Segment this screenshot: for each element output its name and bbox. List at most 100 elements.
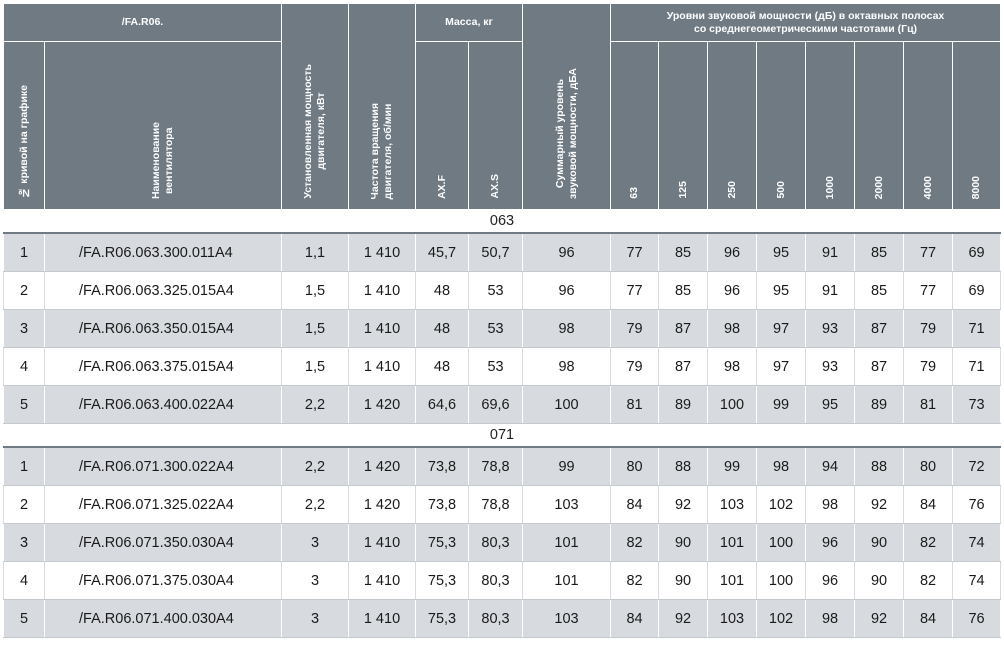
speed-cell: 1 420 [348,385,416,424]
octave-level-cell-8000: 69 [952,271,1002,310]
octave-level-cell-125: 85 [658,271,709,310]
octave-level-cell-500: 98 [756,446,807,486]
total-sound-cell: 100 [522,385,612,424]
total-sound-cell: 96 [522,271,612,310]
mass-axs-cell: 53 [467,347,524,386]
octave-level-cell-8000: 73 [952,385,1002,424]
total-sound-cell: 101 [522,561,612,600]
curve-number-cell: 2 [3,485,45,524]
octave-level-cell-2000: 92 [854,485,905,524]
freq-header-8000: 8000 [952,41,1002,210]
octave-level-cell-4000: 82 [903,561,954,600]
octave-level-cell-1000: 96 [805,561,856,600]
group-row: 063 [2,209,1002,234]
octave-level-cell-250: 96 [707,232,758,272]
mass-axs-cell: 69,6 [467,385,524,424]
octave-level-cell-500: 100 [756,523,807,562]
mass-axf-cell: 48 [415,309,469,348]
mass-axf-header: AX.F [415,41,469,210]
octave-level-cell-8000: 71 [952,309,1002,348]
mass-axs-cell: 53 [467,271,524,310]
octave-level-cell-63: 82 [610,523,660,562]
octave-level-cell-8000: 74 [952,561,1002,600]
table-row: 4/FA.R06.071.375.030A4 3 1 410 75,3 80,3 101 8… [3,561,1002,600]
octave-level-cell-4000: 84 [903,485,954,524]
freq-header-125: 125 [658,41,709,210]
octave-level-cell-250: 101 [707,561,758,600]
mass-axf-cell: 64,6 [415,385,469,424]
octave-level-cell-2000: 90 [854,523,905,562]
curve-number-cell: 2 [3,271,45,310]
fan-name-cell: /FA.R06.071.400.030A4 [44,599,282,638]
freq-header-250: 250 [707,41,758,210]
total-sound-cell: 99 [522,446,612,486]
octave-level-cell-250: 99 [707,446,758,486]
table-row: 4/FA.R06.063.375.015A4 1,5 1 410 48 53 98 79 87… [3,347,1002,386]
fan-spec-table: /FA.R06. Установленная мощность двигател… [2,3,1002,638]
octave-level-cell-250: 96 [707,271,758,310]
fan-name-header: Наименование вентилятора [44,41,282,210]
octave-level-cell-2000: 85 [854,232,905,272]
mass-axs-cell: 78,8 [467,446,524,486]
mass-axf-cell: 45,7 [415,232,469,272]
octave-level-cell-2000: 88 [854,446,905,486]
speed-cell: 1 410 [348,347,416,386]
power-header: Установленная мощность двигателя, кВт [281,3,349,210]
mass-axf-cell: 75,3 [415,523,469,562]
octave-level-cell-500: 97 [756,309,807,348]
speed-cell: 1 410 [348,271,416,310]
total-sound-cell: 98 [522,309,612,348]
table-header: /FA.R06. Установленная мощность двигател… [3,3,1002,210]
octave-level-cell-500: 95 [756,271,807,310]
octave-level-cell-500: 100 [756,561,807,600]
octave-level-cell-2000: 90 [854,561,905,600]
speed-cell: 1 410 [348,561,416,600]
octave-level-cell-1000: 95 [805,385,856,424]
fan-name-cell: /FA.R06.063.400.022A4 [44,385,282,424]
octave-level-cell-125: 92 [658,485,709,524]
table-row: 1/FA.R06.071.300.022A4 2,2 1 420 73,8 78,8 99… [3,446,1002,486]
curve-number-cell: 3 [3,523,45,562]
octave-level-cell-2000: 92 [854,599,905,638]
series-title: /FA.R06. [3,3,282,42]
octave-level-cell-4000: 84 [903,599,954,638]
curve-number-cell: 5 [3,385,45,424]
octave-level-cell-1000: 98 [805,485,856,524]
total-sound-cell: 103 [522,599,612,638]
total-sound-cell: 98 [522,347,612,386]
octave-level-cell-63: 79 [610,347,660,386]
octave-level-cell-250: 101 [707,523,758,562]
group-label: 071 [2,423,1002,448]
mass-axs-cell: 53 [467,309,524,348]
speed-cell: 1 420 [348,446,416,486]
fan-name-cell: /FA.R06.063.300.011A4 [44,232,282,272]
octave-level-cell-8000: 76 [952,485,1002,524]
speed-cell: 1 410 [348,523,416,562]
octave-level-cell-1000: 91 [805,271,856,310]
octave-level-cell-63: 77 [610,271,660,310]
fan-name-cell: /FA.R06.071.375.030A4 [44,561,282,600]
mass-axs-cell: 80,3 [467,523,524,562]
speed-cell: 1 410 [348,599,416,638]
mass-axs-cell: 80,3 [467,561,524,600]
octave-level-cell-8000: 76 [952,599,1002,638]
octave-level-cell-1000: 91 [805,232,856,272]
octave-level-cell-1000: 94 [805,446,856,486]
power-cell: 3 [281,523,349,562]
octave-level-cell-250: 98 [707,347,758,386]
power-cell: 3 [281,561,349,600]
curve-number-cell: 4 [3,561,45,600]
curve-no-header: № кривой на графике [3,41,45,210]
power-cell: 1,5 [281,271,349,310]
mass-axf-cell: 73,8 [415,446,469,486]
table-row: 5/FA.R06.063.400.022A4 2,2 1 420 64,6 69,6 10… [3,385,1002,424]
octave-level-cell-8000: 74 [952,523,1002,562]
octave-level-cell-4000: 79 [903,309,954,348]
power-cell: 3 [281,599,349,638]
octave-level-cell-250: 98 [707,309,758,348]
freq-header-2000: 2000 [854,41,905,210]
octave-level-cell-500: 99 [756,385,807,424]
octave-level-cell-125: 90 [658,561,709,600]
curve-number-cell: 5 [3,599,45,638]
